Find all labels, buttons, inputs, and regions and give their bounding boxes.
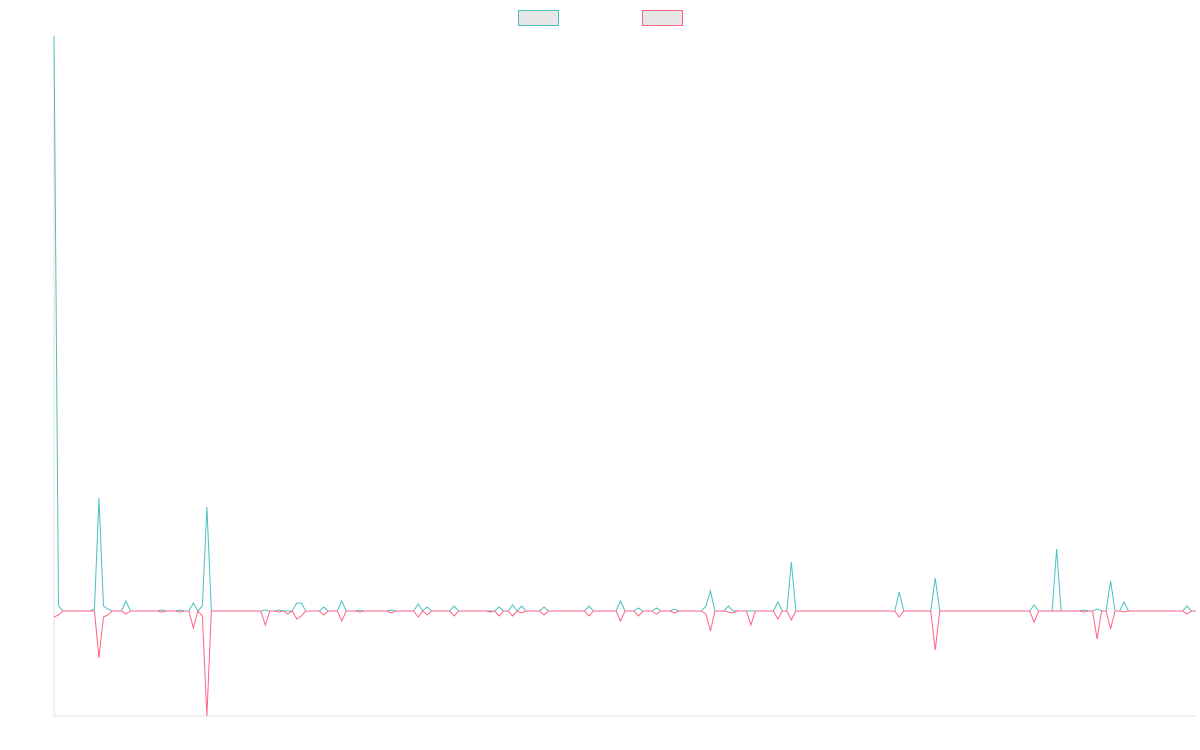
- data-line: [53, 609, 1196, 717]
- legend-swatch[interactable]: [642, 10, 683, 26]
- data-line: [53, 35, 1196, 612]
- legend-swatch[interactable]: [518, 10, 559, 26]
